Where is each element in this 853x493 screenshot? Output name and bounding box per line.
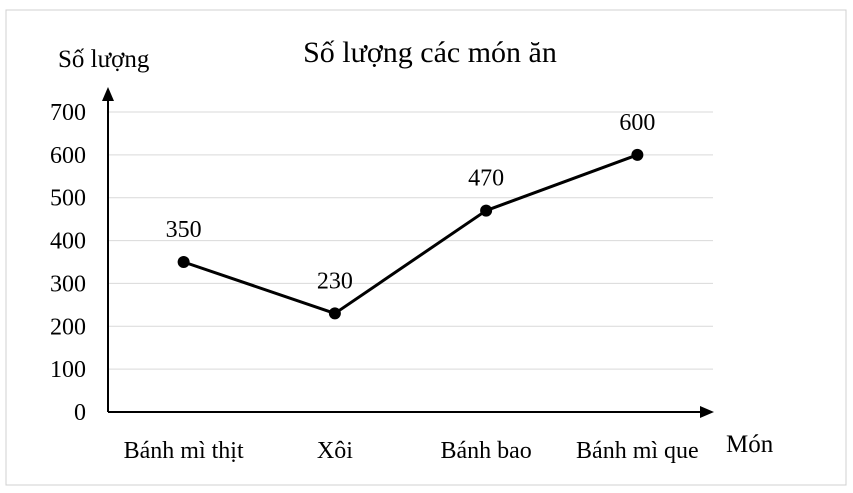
chart-frame — [5, 9, 847, 486]
data-point — [631, 148, 644, 161]
y-tick-label: 400 — [50, 229, 86, 255]
x-axis-arrow — [700, 406, 714, 418]
y-tick-label: 700 — [50, 100, 86, 126]
series-line — [183, 153, 638, 315]
x-tick-label: Bánh bao — [440, 438, 531, 464]
data-points — [177, 148, 644, 320]
axes — [102, 87, 714, 418]
x-tick-label: Bánh mì que — [576, 438, 699, 464]
y-tick-labels: 0 100 200 300 400 500 600 700 — [50, 100, 86, 426]
y-tick-label: 0 — [74, 400, 86, 426]
y-tick-label: 600 — [50, 143, 86, 169]
data-label: 470 — [468, 166, 504, 192]
y-tick-label: 100 — [50, 357, 86, 383]
x-tick-label: Bánh mì thịt — [124, 438, 244, 464]
data-label: 350 — [166, 217, 202, 243]
data-point — [328, 307, 341, 320]
data-point — [177, 256, 190, 268]
y-tick-label: 200 — [50, 314, 86, 340]
y-axis-arrow — [102, 87, 114, 101]
data-label: 230 — [317, 268, 353, 294]
data-label: 600 — [619, 110, 655, 136]
series-polyline — [183, 153, 638, 315]
x-tick-label: Xôi — [317, 438, 353, 464]
data-point — [480, 204, 493, 217]
y-tick-label: 300 — [50, 271, 86, 297]
x-axis-label: Món — [726, 431, 774, 458]
x-tick-labels: Bánh mì thịt Xôi Bánh bao Bánh mì que — [124, 438, 699, 464]
y-tick-label: 500 — [50, 186, 86, 212]
gridlines — [108, 111, 713, 370]
chart-title: Số lượng các món ăn — [303, 36, 557, 69]
data-labels: 350 230 470 600 — [166, 110, 656, 295]
y-axis-label: Số lượng — [58, 46, 150, 73]
